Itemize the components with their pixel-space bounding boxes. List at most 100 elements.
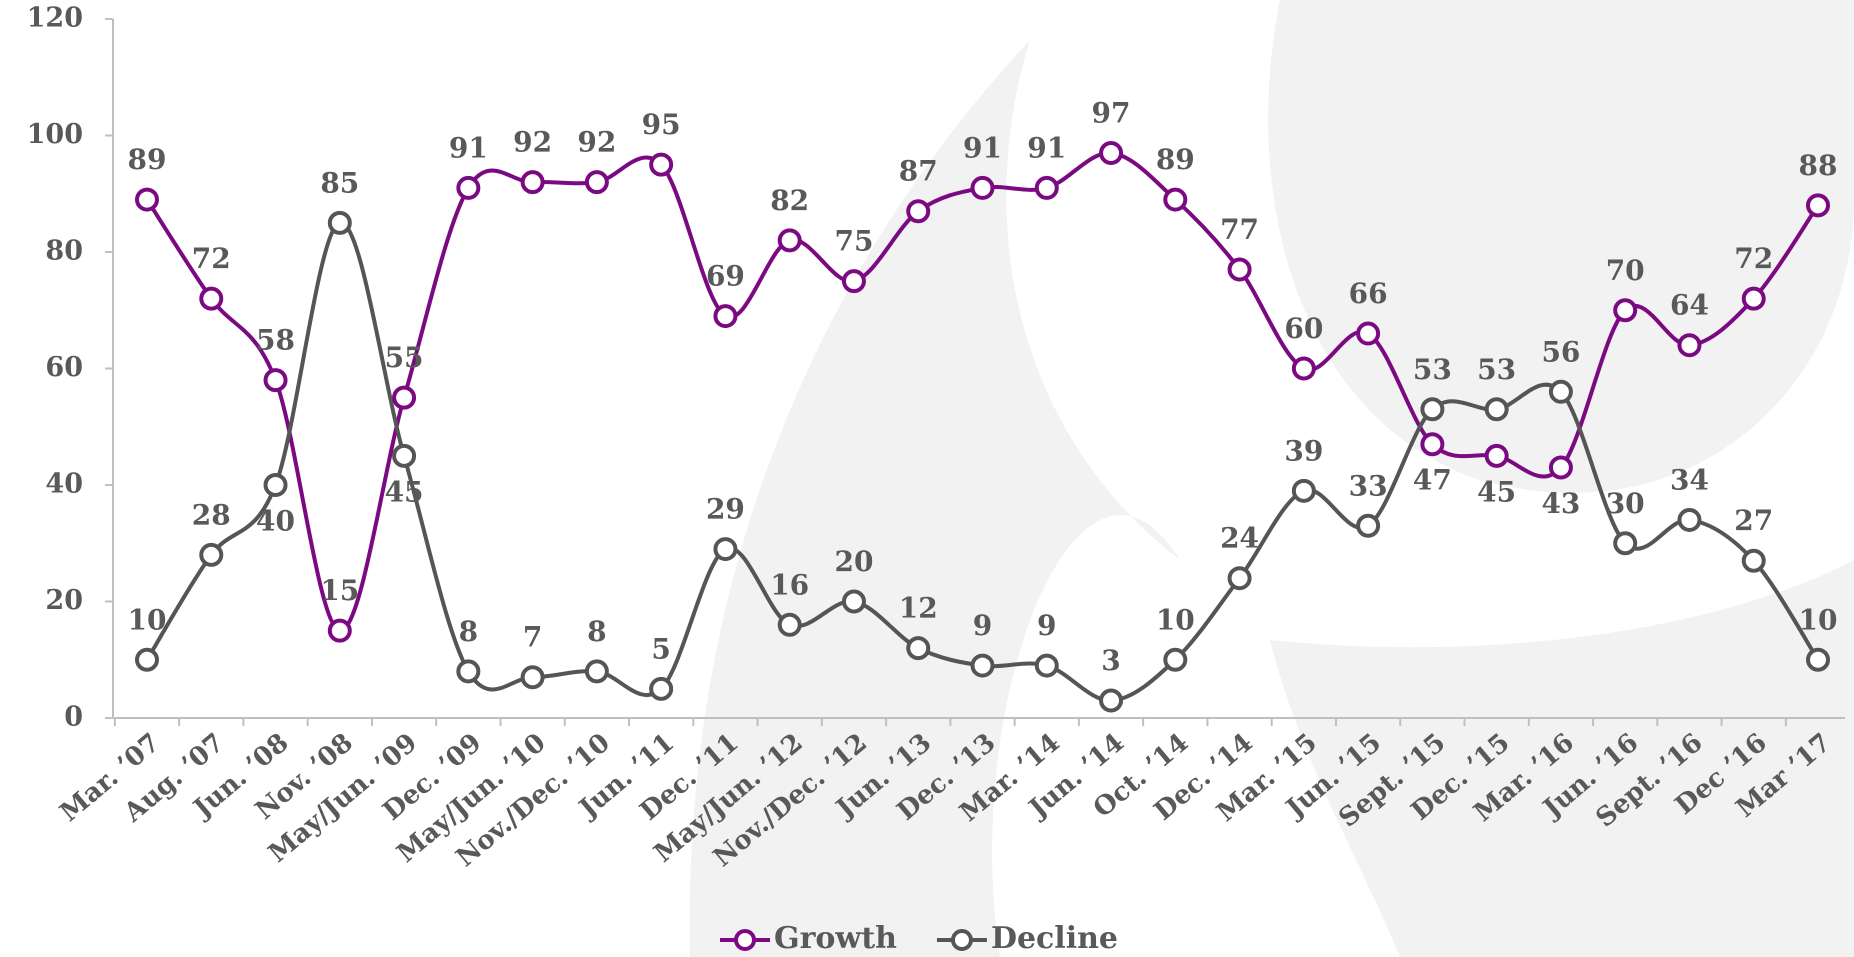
data-label: 89 (1156, 143, 1195, 176)
point (1484, 443, 1509, 468)
point (841, 269, 866, 294)
data-label: 9 (1037, 609, 1056, 642)
data-label: 20 (834, 545, 873, 578)
point (841, 589, 866, 614)
data-label: 47 (1413, 464, 1452, 497)
legend-marker (950, 929, 973, 951)
data-label: 30 (1606, 487, 1645, 520)
data-label: 97 (1092, 96, 1131, 129)
y-tick-label: 100 (27, 119, 83, 150)
data-label: 75 (834, 225, 873, 258)
point (135, 647, 159, 672)
point (1099, 140, 1124, 165)
data-label: 77 (1220, 213, 1259, 246)
data-label: 39 (1284, 434, 1323, 467)
point (713, 537, 738, 562)
data-label: 10 (1799, 603, 1838, 636)
point (584, 170, 609, 195)
point (392, 443, 417, 468)
point (456, 659, 481, 684)
point (1806, 647, 1830, 672)
point (263, 473, 288, 497)
legend-label: Growth (774, 921, 897, 956)
point (263, 368, 288, 393)
point (1420, 432, 1445, 457)
point (1163, 647, 1188, 672)
point (777, 228, 802, 253)
point (135, 187, 159, 212)
point (1227, 566, 1252, 591)
data-label: 64 (1670, 289, 1709, 322)
point (1291, 478, 1316, 503)
data-label: 10 (128, 603, 167, 636)
point (392, 385, 417, 410)
data-label: 56 (1541, 335, 1580, 368)
y-tick-label: 60 (45, 352, 83, 383)
point (970, 175, 995, 200)
point (1099, 688, 1124, 713)
data-label: 53 (1413, 353, 1452, 386)
data-label: 40 (256, 505, 295, 538)
data-label: 91 (449, 131, 488, 164)
point (1548, 455, 1573, 480)
point (199, 286, 224, 311)
point (584, 659, 609, 684)
point (520, 665, 545, 690)
data-label: 24 (1220, 522, 1259, 555)
point (1227, 257, 1252, 282)
point (520, 170, 545, 195)
point (327, 210, 352, 235)
data-label: 60 (1284, 312, 1323, 345)
point (1291, 356, 1316, 381)
data-label: 91 (1027, 131, 1066, 164)
data-label: 53 (1477, 353, 1516, 386)
data-label: 69 (706, 260, 745, 293)
data-label: 45 (1477, 475, 1516, 508)
y-tick-label: 80 (45, 236, 83, 267)
data-label: 27 (1734, 504, 1773, 537)
point (199, 542, 224, 567)
data-label: 91 (963, 131, 1002, 164)
data-label: 89 (128, 143, 167, 176)
data-label: 8 (459, 615, 478, 648)
data-label: 12 (899, 592, 938, 625)
point (1034, 653, 1059, 678)
data-label: 55 (385, 341, 424, 374)
point (649, 152, 674, 177)
data-label: 16 (770, 568, 809, 601)
point (1548, 379, 1573, 404)
point (970, 653, 995, 678)
point (777, 612, 802, 637)
point (1806, 193, 1830, 218)
data-label: 70 (1606, 254, 1645, 287)
data-label: 45 (385, 475, 424, 508)
point (456, 175, 481, 200)
data-label: 88 (1799, 149, 1838, 182)
data-label: 72 (192, 242, 231, 275)
point (1484, 397, 1509, 422)
y-tick-label: 40 (45, 469, 83, 500)
data-label: 82 (770, 184, 809, 217)
data-label: 3 (1101, 644, 1120, 677)
data-label: 43 (1541, 487, 1580, 520)
point (1034, 175, 1059, 200)
data-label: 92 (513, 126, 552, 159)
point (1420, 397, 1445, 422)
point (906, 636, 931, 661)
data-label: 29 (706, 493, 745, 526)
data-label: 10 (1156, 603, 1195, 636)
data-label: 28 (192, 498, 231, 531)
data-label: 5 (651, 632, 670, 665)
legend-label: Decline (991, 921, 1118, 956)
data-label: 66 (1349, 277, 1388, 310)
point (713, 304, 738, 329)
legend-marker (734, 929, 756, 951)
point (1741, 286, 1766, 311)
y-tick-label: 0 (64, 702, 83, 733)
data-label: 95 (642, 108, 681, 141)
data-label: 92 (577, 126, 616, 159)
point (1356, 321, 1381, 346)
point (1677, 507, 1702, 532)
point (1613, 298, 1638, 323)
